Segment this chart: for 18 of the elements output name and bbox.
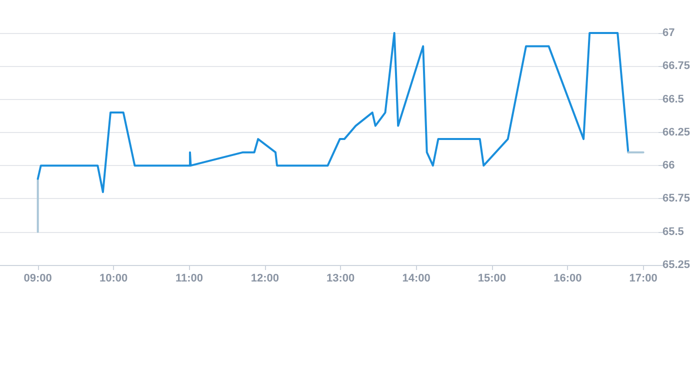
x-tick-label: 16:00 — [554, 272, 582, 284]
y-tick-label: 66.75 — [662, 60, 690, 72]
y-tick-label: 65.5 — [662, 226, 684, 238]
x-tick-label: 10:00 — [99, 272, 128, 284]
y-tick-label: 65.25 — [662, 259, 690, 271]
x-tick-label: 17:00 — [629, 272, 658, 284]
x-tick-label: 14:00 — [402, 272, 430, 284]
y-tick-label: 66.25 — [662, 126, 690, 138]
x-tick-label: 15:00 — [478, 272, 506, 284]
x-tick-label: 09:00 — [24, 272, 52, 284]
y-tick-label: 67 — [662, 27, 675, 39]
line-series — [36, 32, 630, 194]
x-tick-label: 11:00 — [175, 272, 203, 284]
y-tick-label: 65.75 — [662, 192, 690, 205]
x-tick-label: 12:00 — [250, 272, 279, 284]
y-tick-label: 66 — [662, 160, 675, 172]
y-tick-label: 66.5 — [662, 93, 684, 106]
x-tick-label: 13:00 — [326, 272, 355, 284]
